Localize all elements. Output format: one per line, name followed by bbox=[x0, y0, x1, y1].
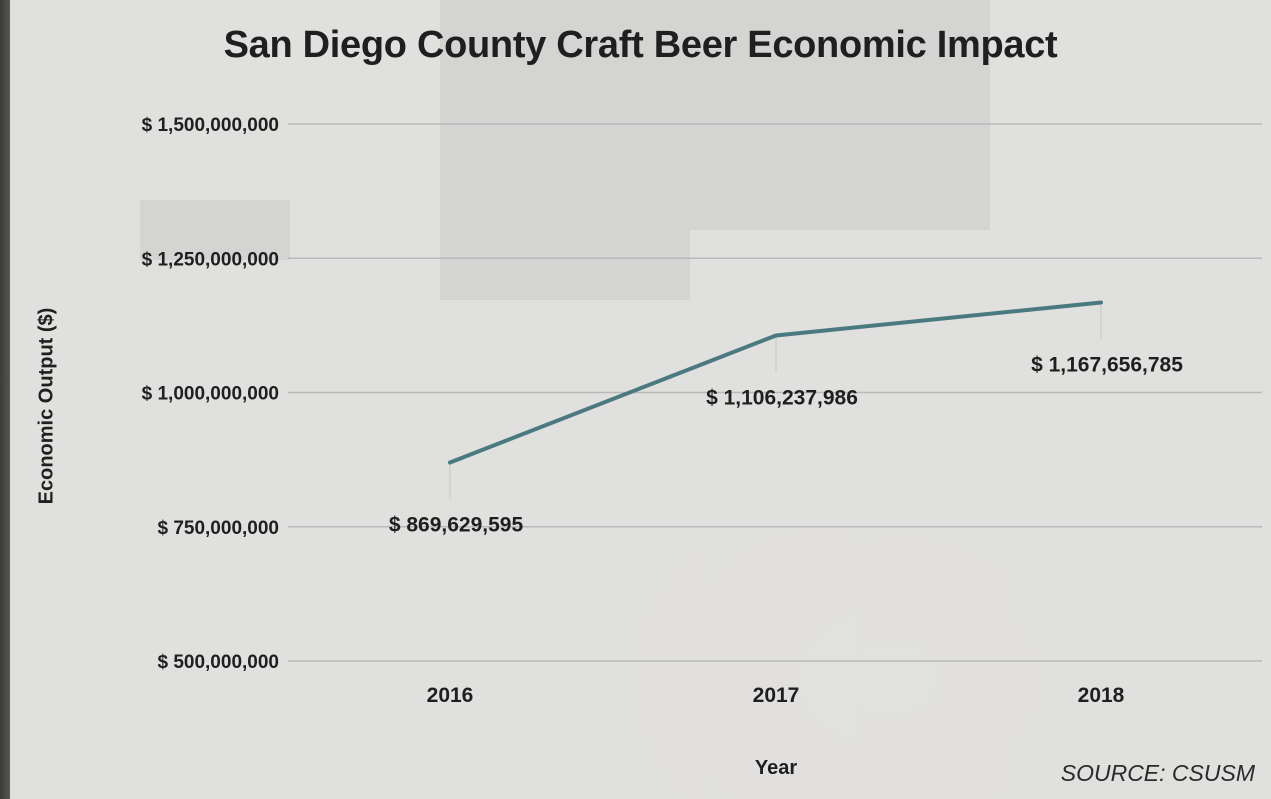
chart-title: San Diego County Craft Beer Economic Imp… bbox=[223, 24, 1058, 66]
chart-panel bbox=[10, 0, 1271, 799]
source-note: SOURCE: CSUSM bbox=[1060, 760, 1255, 786]
y-tick-label: $ 500,000,000 bbox=[157, 652, 279, 673]
x-axis-label: Year bbox=[754, 757, 798, 779]
background-shape bbox=[440, 0, 690, 300]
data-label: $ 869,629,595 bbox=[389, 514, 524, 537]
y-tick-label: $ 1,500,000,000 bbox=[142, 115, 279, 136]
x-tick-label: 2016 bbox=[427, 684, 474, 707]
x-tick-label: 2018 bbox=[1078, 684, 1125, 707]
data-label: $ 1,106,237,986 bbox=[706, 386, 858, 409]
y-tick-label: $ 1,250,000,000 bbox=[142, 249, 279, 270]
x-tick-label: 2017 bbox=[753, 684, 800, 707]
series-line bbox=[448, 300, 1103, 465]
y-tick-label: $ 750,000,000 bbox=[157, 518, 279, 539]
background-shape bbox=[140, 200, 290, 260]
background-shape bbox=[690, 0, 990, 230]
data-label: $ 1,167,656,785 bbox=[1031, 353, 1183, 376]
y-tick-label: $ 1,000,000,000 bbox=[142, 384, 279, 405]
